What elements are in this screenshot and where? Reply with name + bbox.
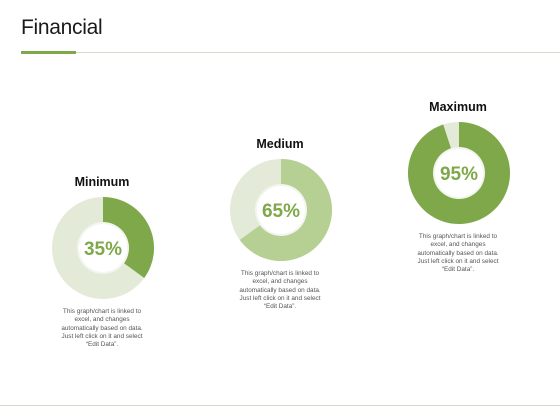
donut-chart-maximum[interactable]: 95%: [406, 120, 512, 226]
donut-value-minimum: 35%: [84, 239, 122, 260]
donut-slice-maximum[interactable]: [408, 122, 510, 224]
donut-minimum: Minimum 35% This graph/chart is linked t…: [32, 175, 172, 355]
donut-value-medium: 65%: [262, 201, 300, 222]
title-divider: [21, 52, 560, 53]
donut-center-maximum: [435, 149, 483, 197]
donut-value-maximum: 95%: [440, 164, 478, 185]
donut-chart-minimum[interactable]: 35%: [50, 195, 156, 301]
page-title: Financial: [21, 16, 103, 39]
donut-medium: Medium 65% This graph/chart is linked to…: [210, 137, 350, 317]
donut-slice-medium[interactable]: [239, 159, 332, 261]
donut-label-medium: Medium: [256, 137, 304, 151]
donut-slice-minimum[interactable]: [103, 197, 154, 278]
bottom-divider: [0, 405, 560, 406]
donut-label-maximum: Maximum: [429, 100, 487, 114]
donut-caption-medium: This graph/chart is linked to excel, and…: [239, 270, 321, 311]
donut-center-medium: [257, 186, 305, 234]
donut-maximum: Maximum 95% This graph/chart is linked t…: [388, 100, 528, 280]
donut-caption-minimum: This graph/chart is linked to excel, and…: [61, 308, 143, 349]
donut-chart-medium[interactable]: 65%: [228, 157, 334, 263]
donut-center-minimum: [79, 224, 127, 272]
title-accent-bar: [21, 51, 76, 54]
donut-caption-maximum: This graph/chart is linked to excel, and…: [417, 233, 499, 274]
donut-label-minimum: Minimum: [74, 175, 130, 189]
